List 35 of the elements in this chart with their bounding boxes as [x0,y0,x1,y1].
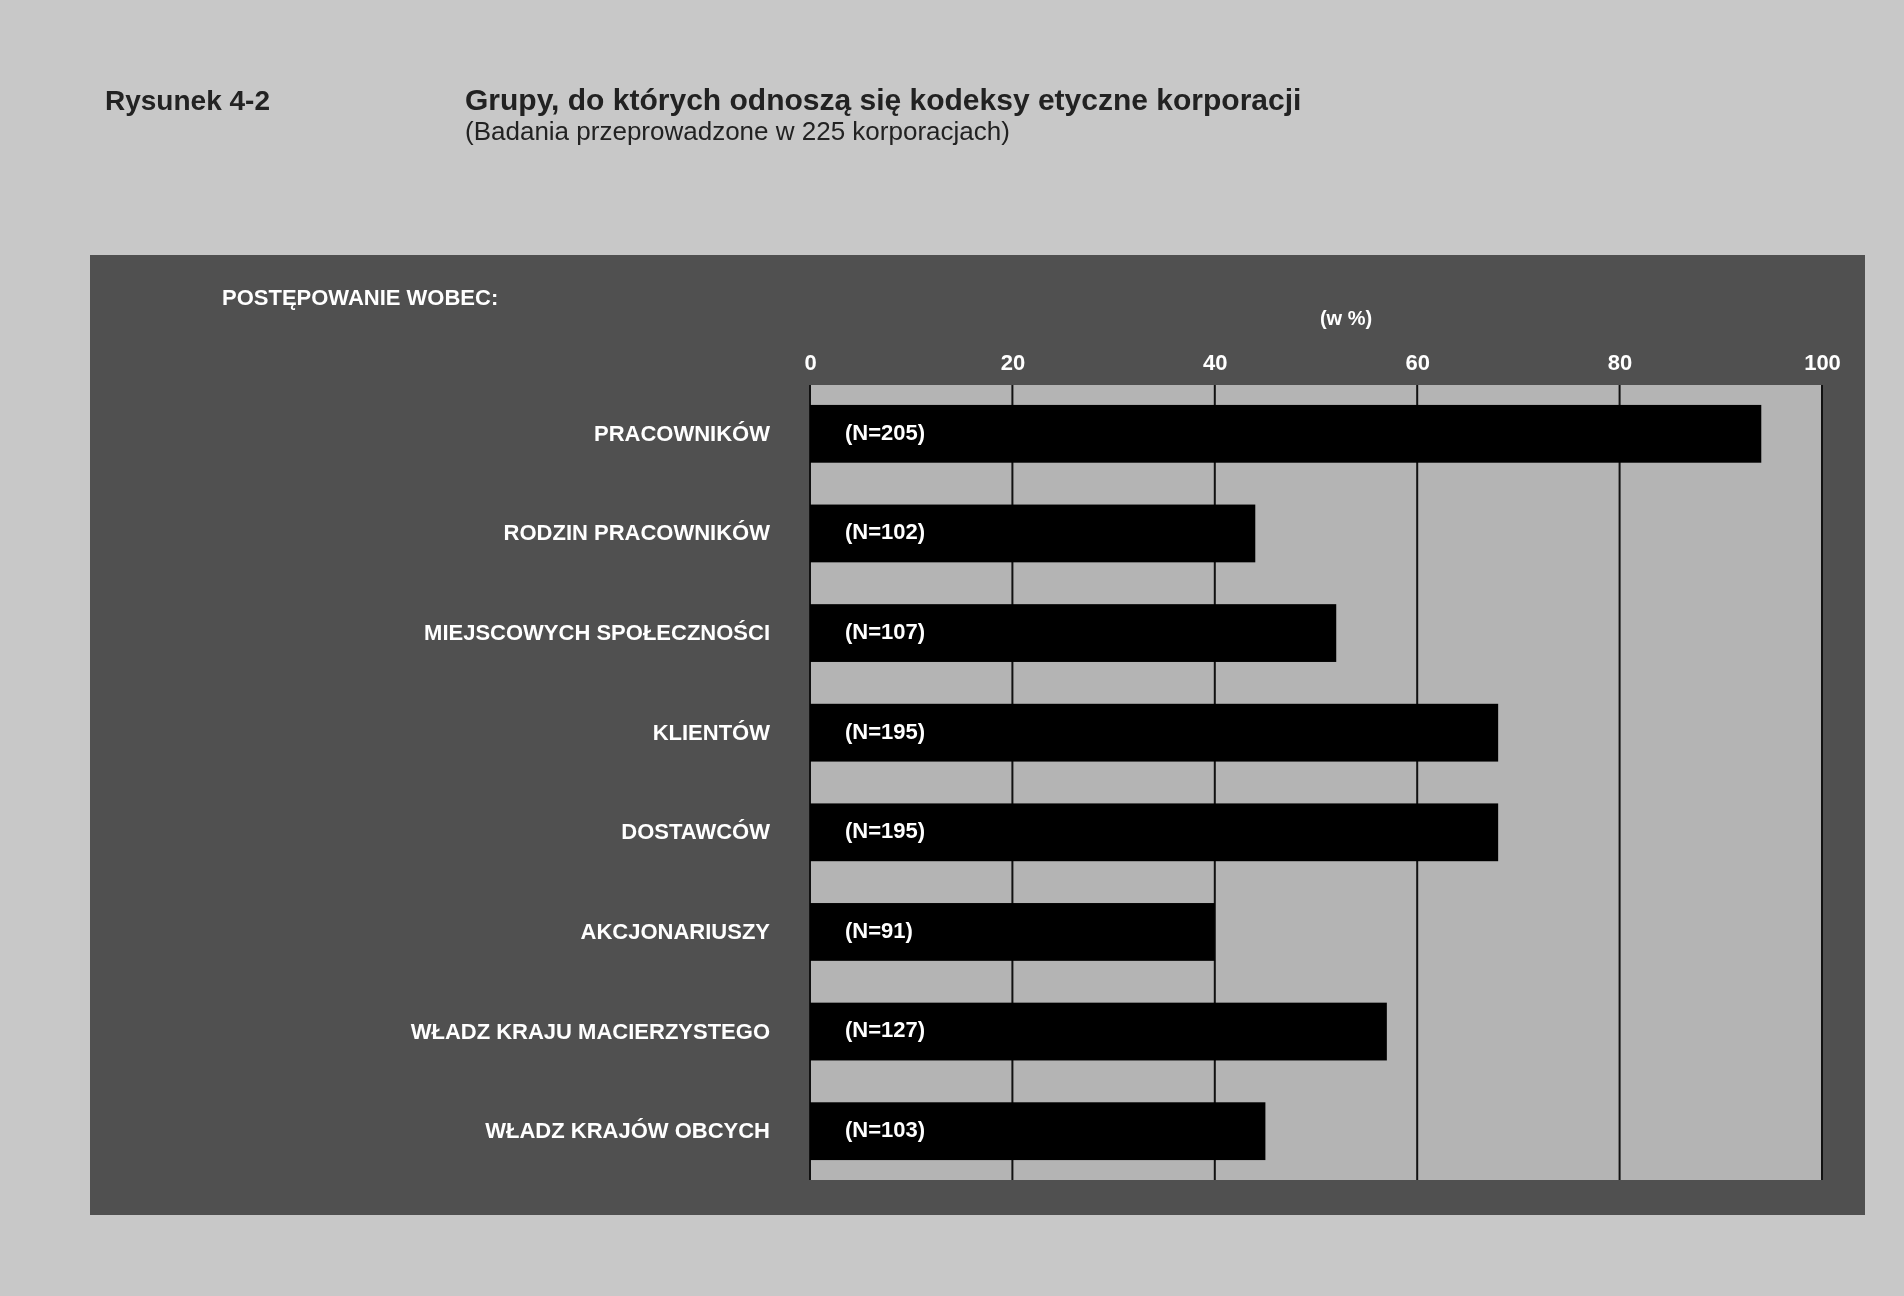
y-tick-label: WŁADZ KRAJÓW OBCYCH [485,1118,770,1144]
y-tick-label: WŁADZ KRAJU MACIERZYSTEGO [410,1018,770,1044]
bar [810,803,1499,862]
chart-title: Grupy, do których odnoszą się kodeksy etyczne korporacji [465,83,1302,116]
annotation: (N=195) [845,818,926,844]
bar [810,504,1256,563]
annotation: (N=205) [845,419,926,445]
bar [810,604,1337,662]
x-tick-label: 100 [1804,350,1841,375]
bar [810,903,1215,961]
y-tick-label: MIEJSCOWYCH SPOŁECZNOŚCI [424,620,770,646]
y-tick-label: PRACOWNIKÓW [594,420,771,446]
x-tick-label: 80 [1607,350,1633,375]
x-tick-label: 40 [1203,350,1228,375]
bar [810,1002,1387,1061]
text: Rysunek 4-2 [105,85,270,116]
y-tick-label: DOSTAWCÓW [621,819,771,845]
annotation: (N=103) [845,1117,926,1142]
y-tick-label: AKCJONARIUSZY [580,918,771,944]
x-axis-title: (w %) [1319,307,1373,329]
annotation: (N=91) [845,917,913,943]
bar [810,404,1762,463]
x-tick-label: 20 [1000,350,1026,375]
x-tick-label: 60 [1405,350,1430,375]
x-tick-label: 0 [804,350,817,375]
annotation: (N=102) [845,519,926,545]
chart-subtitle: (Badania przeprowadzone w 225 korporacjach) [465,116,1010,146]
annotation: (N=107) [845,618,926,644]
bar [810,703,1499,762]
annotation: (N=127) [845,1017,926,1043]
text: POSTĘPOWANIE WOBEC: [222,285,499,310]
bar [810,1102,1266,1161]
y-tick-label: KLIENTÓW [652,719,771,745]
annotation: (N=195) [845,718,926,744]
y-tick-label: RODZIN PRACOWNIKÓW [503,520,771,546]
